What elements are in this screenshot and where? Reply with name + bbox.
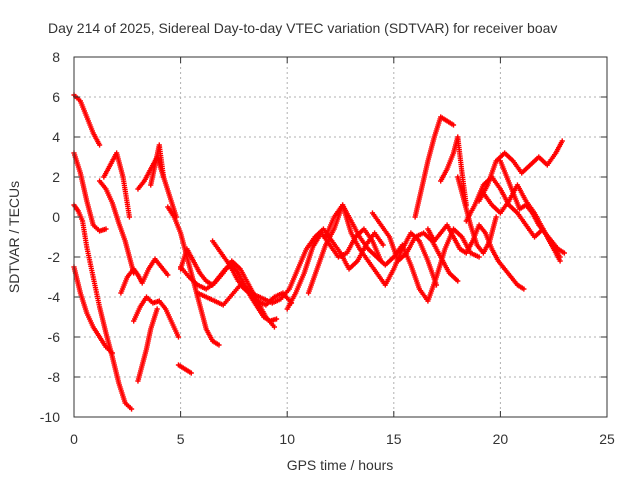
data-point-marker [557, 254, 563, 260]
data-point-marker [160, 174, 167, 180]
y-tick-label: -8 [48, 369, 61, 385]
y-tick-label: 6 [52, 89, 60, 105]
data-point-marker [165, 272, 171, 278]
y-tick-label: 2 [52, 169, 60, 185]
data-point-marker [126, 214, 133, 220]
series-track-7 [118, 256, 171, 296]
series-track-11 [148, 142, 167, 188]
series-track-26 [476, 138, 565, 204]
series-track-17 [195, 282, 295, 308]
data-point-marker [493, 214, 499, 220]
data-point-marker [188, 370, 194, 376]
data-point-marker [96, 142, 103, 148]
data-point-marker [521, 286, 527, 292]
x-axis-label: GPS time / hours [287, 457, 394, 473]
series-track-2 [71, 202, 135, 412]
data-point-marker [273, 316, 280, 322]
data-points [71, 92, 567, 412]
data-point-marker [271, 324, 278, 330]
data-point-marker [450, 122, 457, 128]
data-point-marker [175, 334, 182, 340]
series-track-16 [209, 226, 386, 306]
data-point-marker [128, 406, 135, 412]
y-tick-label: -6 [48, 329, 61, 345]
data-point-marker [109, 350, 115, 356]
y-tick-label: -4 [48, 289, 61, 305]
series-track-9 [135, 306, 160, 384]
x-tick-label: 15 [386, 431, 402, 447]
y-axis-label: SDTVAR / TECUs [6, 181, 22, 293]
series-track-28 [497, 158, 567, 256]
y-tick-label: -2 [48, 249, 61, 265]
data-point-marker [103, 226, 109, 232]
data-point-marker [216, 342, 222, 348]
series-track-20 [322, 202, 482, 304]
y-tick-label: -10 [40, 409, 60, 425]
x-tick-label: 25 [599, 431, 615, 447]
y-tick-label: 4 [52, 129, 60, 145]
series-track-6 [101, 150, 133, 220]
data-point-marker [455, 278, 461, 284]
series-track-21 [369, 210, 461, 284]
series-track-29 [455, 174, 499, 256]
data-point-marker [561, 250, 567, 256]
data-point-marker [380, 242, 386, 248]
y-tick-label: 8 [52, 49, 60, 65]
series-track-13 [175, 362, 194, 376]
data-point-marker [476, 254, 482, 260]
x-tick-label: 5 [177, 431, 185, 447]
data-point-marker [559, 138, 565, 144]
series-track-22 [412, 114, 457, 220]
axis-ticks: 0 5 10 15 20 25 -10 -8 -6 -4 -2 0 2 4 6 8 [40, 49, 615, 447]
series-track-8 [131, 294, 182, 340]
chart-title: Day 214 of 2025, Sidereal Day-to-day VTE… [48, 20, 557, 36]
x-tick-label: 0 [70, 431, 78, 447]
series-track-1 [71, 92, 103, 148]
x-tick-label: 20 [493, 431, 509, 447]
x-tick-label: 10 [279, 431, 295, 447]
y-tick-label: 0 [52, 209, 60, 225]
plot-frame [73, 56, 608, 418]
data-point-marker [154, 306, 160, 312]
